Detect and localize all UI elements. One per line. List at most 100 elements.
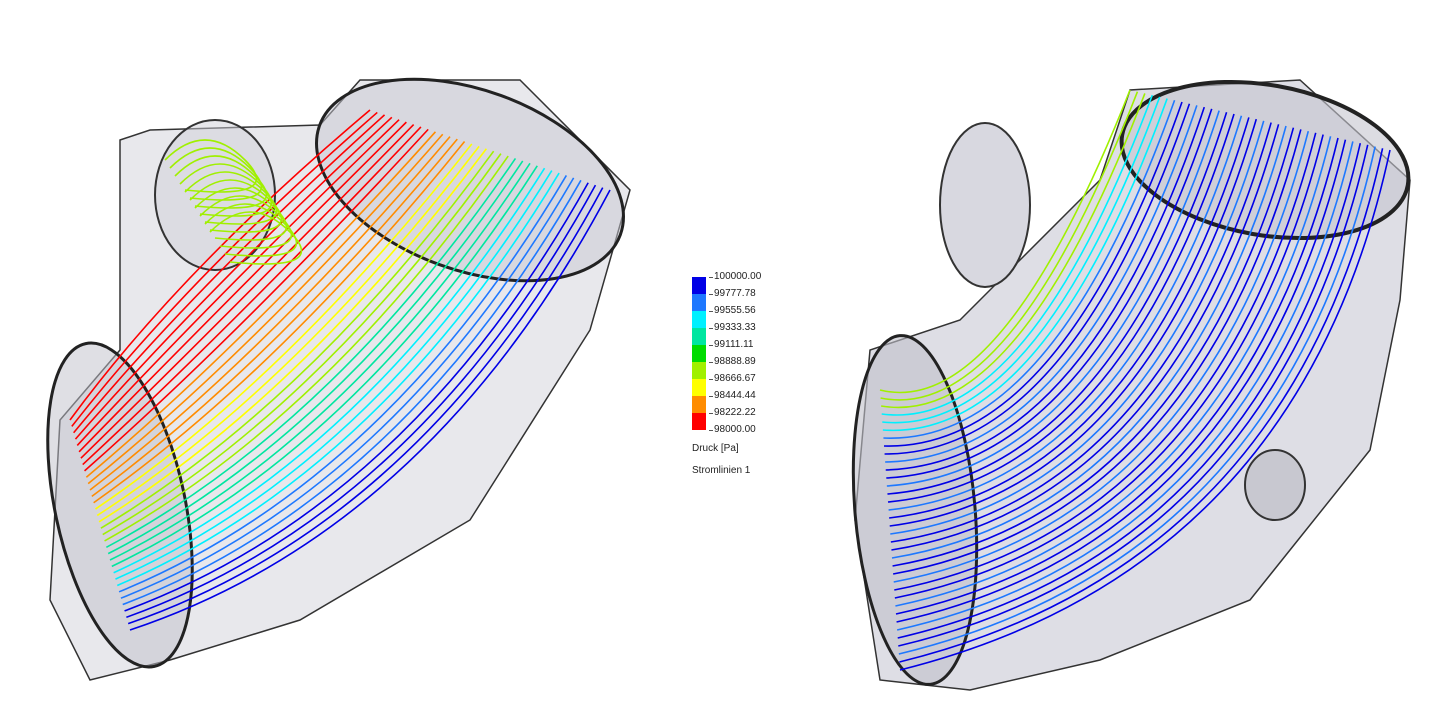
streamline bbox=[126, 184, 597, 619]
streamline bbox=[897, 142, 1362, 639]
legend-tick bbox=[709, 379, 713, 380]
streamline bbox=[85, 131, 437, 478]
legend-band bbox=[692, 277, 706, 294]
legend-tick bbox=[709, 396, 713, 397]
streamline bbox=[890, 120, 1265, 535]
streamline bbox=[886, 108, 1213, 479]
streamline bbox=[881, 94, 1154, 416]
streamline bbox=[883, 101, 1183, 447]
streamline bbox=[76, 119, 400, 446]
streamline bbox=[892, 129, 1302, 575]
streamline bbox=[209, 211, 303, 265]
legend-tick bbox=[709, 345, 713, 346]
streamline bbox=[115, 170, 553, 580]
streamline bbox=[891, 125, 1287, 559]
legend-tick bbox=[709, 413, 713, 414]
streamline bbox=[113, 167, 546, 574]
legend-band bbox=[692, 413, 706, 430]
streamline bbox=[82, 126, 422, 466]
streamline bbox=[889, 117, 1250, 519]
streamline bbox=[87, 133, 444, 485]
streamline bbox=[885, 105, 1198, 463]
legend-label: 98444.44 bbox=[714, 390, 756, 401]
streamline bbox=[164, 139, 258, 193]
streamline bbox=[894, 134, 1324, 599]
legend-label: 99111.11 bbox=[714, 339, 754, 350]
legend-label: 99777.78 bbox=[714, 288, 756, 299]
streamline bbox=[105, 158, 517, 548]
streamline bbox=[127, 187, 604, 625]
streamline bbox=[98, 148, 488, 523]
legend-color-bar bbox=[692, 277, 706, 430]
streamline bbox=[896, 139, 1347, 623]
streamline bbox=[204, 203, 298, 257]
streamline bbox=[898, 144, 1369, 647]
legend-band bbox=[692, 328, 706, 345]
legend-label: 98222.22 bbox=[714, 407, 756, 418]
legend-band bbox=[692, 362, 706, 379]
streamline bbox=[898, 146, 1376, 655]
right-side-port bbox=[939, 122, 1031, 288]
streamline bbox=[899, 148, 1384, 663]
streamline bbox=[194, 187, 288, 241]
streamline bbox=[95, 143, 473, 510]
streamline bbox=[881, 93, 1146, 409]
streamline bbox=[102, 153, 502, 536]
streamline bbox=[880, 91, 1139, 401]
legend-tick bbox=[709, 294, 713, 295]
streamline bbox=[111, 165, 538, 568]
streamline bbox=[891, 124, 1280, 551]
streamline bbox=[71, 111, 378, 427]
streamline bbox=[184, 171, 278, 225]
legend-band bbox=[692, 396, 706, 413]
streamline bbox=[883, 100, 1176, 439]
streamline bbox=[80, 123, 415, 459]
streamline bbox=[895, 136, 1332, 607]
legend-band bbox=[692, 294, 706, 311]
streamline bbox=[91, 138, 458, 498]
streamline bbox=[69, 109, 371, 421]
streamline bbox=[74, 116, 393, 440]
right-elbow-model bbox=[851, 79, 1411, 691]
streamline bbox=[116, 172, 560, 587]
legend-label: 100000.00 bbox=[714, 271, 762, 282]
legend-band bbox=[692, 379, 706, 396]
legend-label: 98666.67 bbox=[714, 373, 756, 384]
right-boss bbox=[1244, 449, 1306, 521]
streamline bbox=[885, 106, 1206, 471]
streamline bbox=[887, 113, 1235, 503]
legend-tick bbox=[709, 430, 713, 431]
streamline bbox=[888, 115, 1243, 511]
streamline bbox=[886, 110, 1220, 487]
streamline bbox=[107, 160, 524, 555]
streamline bbox=[895, 137, 1339, 615]
streamline bbox=[104, 155, 509, 542]
streamline bbox=[89, 136, 451, 491]
legend-band bbox=[692, 311, 706, 328]
legend-tick bbox=[709, 328, 713, 329]
streamline bbox=[93, 141, 466, 504]
legend-band bbox=[692, 345, 706, 362]
legend-tick bbox=[709, 277, 713, 278]
streamline bbox=[120, 177, 575, 599]
legend-plot-name: Stromlinien 1 bbox=[692, 465, 751, 476]
streamline bbox=[899, 149, 1391, 671]
streamline bbox=[893, 130, 1310, 583]
legend-label: 98888.89 bbox=[714, 356, 756, 367]
legend-label: 99333.33 bbox=[714, 322, 756, 333]
streamline bbox=[889, 118, 1258, 527]
streamline bbox=[129, 189, 611, 631]
streamline bbox=[174, 155, 268, 209]
legend-label: 98000.00 bbox=[714, 424, 756, 435]
streamline bbox=[882, 98, 1168, 432]
streamline bbox=[199, 195, 293, 249]
streamline bbox=[100, 150, 495, 529]
streamline bbox=[189, 179, 283, 233]
streamline bbox=[892, 127, 1295, 567]
streamline bbox=[179, 163, 273, 217]
streamline bbox=[118, 175, 568, 593]
legend-tick bbox=[709, 311, 713, 312]
streamline bbox=[109, 162, 531, 561]
streamline bbox=[879, 89, 1131, 394]
